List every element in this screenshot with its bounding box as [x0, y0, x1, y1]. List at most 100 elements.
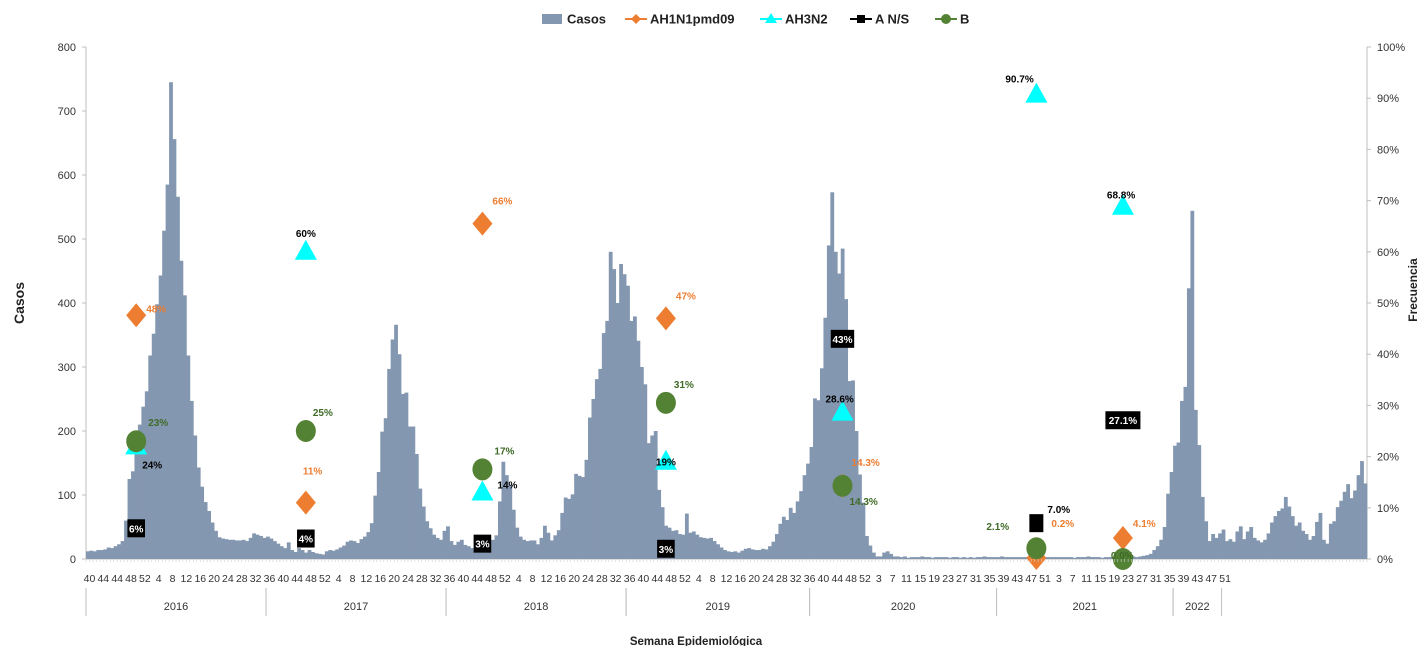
casos-bar — [930, 557, 935, 559]
casos-bar — [1138, 556, 1143, 559]
y-axis-left-title: Casos — [11, 282, 27, 324]
week-tick-label: 3 — [1056, 573, 1062, 585]
week-tick-label: 4 — [156, 573, 162, 585]
casos-bar — [705, 538, 710, 559]
casos-bar — [937, 557, 942, 559]
casos-bar — [432, 534, 437, 559]
ah1n1-marker — [295, 490, 316, 515]
casos-bar — [799, 491, 804, 559]
data-label: 14% — [497, 480, 517, 491]
casos-bar — [511, 509, 516, 559]
casos-bar — [546, 532, 551, 559]
data-label: 19% — [656, 458, 676, 469]
y-right-tick-label: 90% — [1377, 93, 1399, 105]
casos-bar — [286, 542, 291, 559]
week-tick-label: 43 — [1192, 573, 1204, 585]
casos-bar — [986, 557, 990, 559]
casos-bar — [899, 557, 904, 559]
casos-bar — [1079, 557, 1084, 559]
casos-bar — [1342, 491, 1347, 559]
y-left-tick-label: 800 — [58, 42, 76, 54]
casos-bar — [110, 548, 115, 559]
casos-bar — [231, 539, 236, 559]
casos-bar — [729, 551, 734, 559]
week-tick-label: 48 — [125, 573, 137, 585]
week-tick-label: 52 — [859, 573, 871, 585]
series-markers — [125, 82, 1141, 570]
casos-bar — [297, 548, 301, 559]
legend-circle-icon — [941, 14, 951, 24]
casos-bar — [1328, 523, 1333, 559]
casos-bar — [345, 541, 350, 559]
casos-bar — [321, 554, 326, 559]
data-label: 24% — [142, 460, 162, 471]
casos-bar — [965, 557, 970, 559]
casos-bar — [896, 556, 900, 559]
casos-bar — [1356, 475, 1361, 559]
casos-bar — [99, 550, 104, 559]
casos-bar — [688, 532, 693, 559]
week-tick-label: 36 — [804, 573, 816, 585]
casos-bar — [934, 557, 939, 559]
casos-bar — [927, 557, 932, 559]
casos-bar — [1183, 386, 1188, 559]
week-tick-label: 35 — [984, 573, 996, 585]
casos-bar — [162, 230, 166, 559]
week-tick-label: 51 — [1219, 573, 1231, 585]
casos-bar — [1048, 557, 1053, 559]
casos-bar — [633, 316, 637, 559]
week-tick-label: 4 — [696, 573, 702, 585]
casos-bar — [1110, 557, 1115, 559]
week-tick-label: 40 — [638, 573, 650, 585]
casos-bar — [92, 551, 97, 559]
casos-bar — [141, 406, 146, 559]
y-left-tick-label: 500 — [58, 234, 76, 246]
casos-bar — [996, 557, 1001, 559]
week-tick-label: 11 — [901, 573, 912, 585]
casos-bar — [1100, 557, 1105, 559]
casos-bar — [1013, 557, 1018, 559]
week-tick-label: 36 — [444, 573, 456, 585]
casos-bar — [373, 495, 378, 559]
casos-bar — [1169, 471, 1174, 559]
casos-bar — [723, 550, 727, 559]
casos-bar — [619, 263, 623, 559]
casos-bar — [193, 435, 198, 559]
casos-bar — [854, 431, 859, 559]
legend-square-icon — [857, 15, 865, 23]
casos-bar — [262, 537, 267, 559]
casos-bar — [376, 471, 381, 559]
casos-bar — [224, 539, 229, 559]
casos-bar — [1297, 522, 1302, 559]
week-tick-label: 16 — [374, 573, 386, 585]
casos-bar — [1231, 541, 1236, 559]
week-tick-label: 44 — [831, 573, 843, 585]
data-label: 4.1% — [1133, 519, 1156, 530]
casos-bar — [612, 269, 617, 559]
casos-bar — [452, 544, 457, 559]
week-tick-label: 28 — [416, 573, 428, 585]
casos-bar — [106, 547, 111, 559]
casos-bar — [792, 512, 797, 559]
casos-bar — [525, 541, 530, 559]
data-label: 14.3% — [849, 497, 877, 508]
week-tick-label: 15 — [1095, 573, 1107, 585]
week-tick-label: 20 — [568, 573, 580, 585]
year-label: 2018 — [524, 601, 548, 613]
week-tick-label: 40 — [84, 573, 96, 585]
casos-bar — [189, 400, 194, 559]
week-tick-label: 11 — [1081, 573, 1092, 585]
casos-bar — [331, 550, 336, 559]
casos-bar — [414, 454, 419, 559]
week-tick-label: 36 — [264, 573, 276, 585]
casos-bar — [771, 541, 776, 559]
casos-bar — [1273, 516, 1278, 559]
week-tick-label: 24 — [762, 573, 774, 585]
casos-bar — [1180, 400, 1184, 559]
casos-bar — [591, 399, 596, 559]
casos-bar — [1332, 521, 1337, 559]
casos-bar — [626, 285, 630, 559]
casos-bar — [757, 550, 762, 559]
data-label: 2.1% — [986, 522, 1009, 533]
